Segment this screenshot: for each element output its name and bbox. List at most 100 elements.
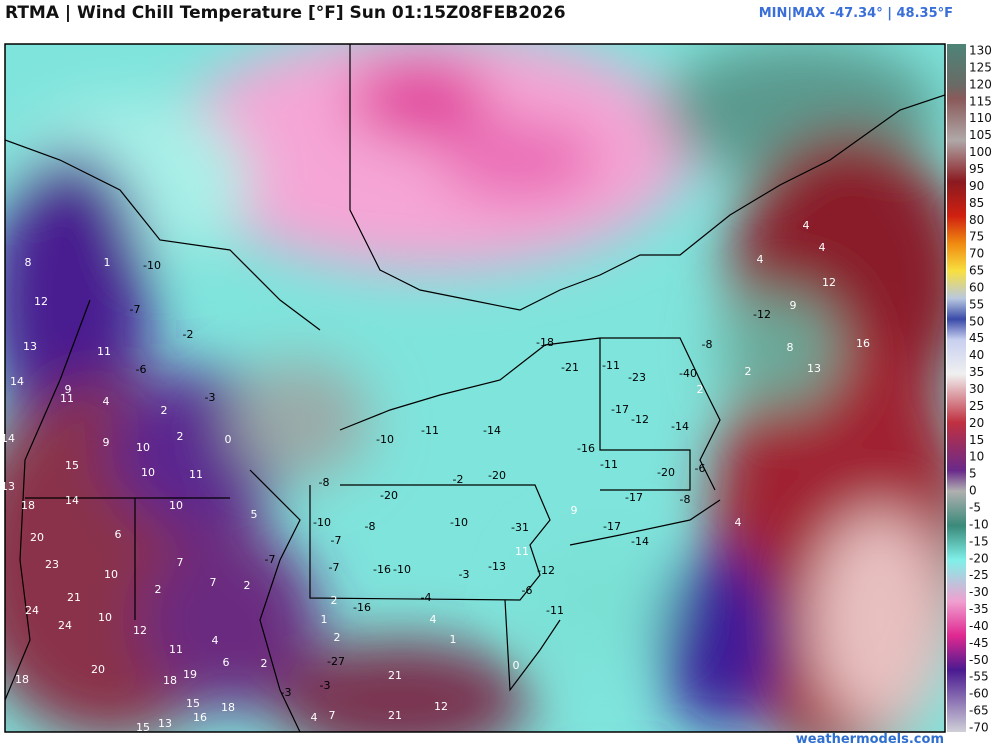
station-value: -18 [536,336,554,349]
station-value: -3 [205,391,216,404]
station-value: 4 [103,395,110,408]
station-value: -7 [130,303,141,316]
station-value: -16 [353,601,371,614]
station-value: 20 [30,531,44,544]
station-value: -8 [680,493,691,506]
colorbar-label: 55 [969,297,984,311]
colorbar-label: -10 [969,517,989,531]
colorbar-label: -20 [969,551,989,565]
station-value: 10 [141,466,155,479]
colorbar-label: -60 [969,687,989,701]
min-max: MIN|MAX -47.34° | 48.35°F [758,6,953,21]
station-value: 18 [221,701,235,714]
station-value: 2 [155,583,162,596]
colorbar-label: 10 [969,450,984,464]
station-value: -11 [602,359,620,372]
station-value: -14 [631,535,649,548]
station-value: 16 [856,337,870,350]
footer: weathermodels.com [795,732,944,747]
station-value: 15 [186,697,200,710]
station-value: 4 [803,219,810,232]
station-value: 11 [60,392,74,405]
station-value: 1 [104,256,111,269]
station-value: -12 [631,413,649,426]
station-value: -16 [577,442,595,455]
station-value: 13 [807,362,821,375]
station-value: -10 [393,563,411,576]
station-value: -8 [702,338,713,351]
station-value: 8 [787,341,794,354]
station-value: -7 [331,534,342,547]
station-value: 19 [183,668,197,681]
station-value: -23 [628,371,646,384]
station-value: 2 [697,383,704,396]
colorbar-label: 20 [969,416,984,430]
colorbar-label: -35 [969,602,989,616]
station-value: -6 [522,584,533,597]
station-value: 14 [1,432,15,445]
colorbar-label: 50 [969,314,984,328]
station-value: -3 [459,568,470,581]
colorbar-labels: 1301251201151101051009590858075706560555… [969,44,992,735]
station-value: 15 [136,721,150,734]
station-value: 9 [571,504,578,517]
station-value: 1 [450,633,457,646]
colorbar-label: 120 [969,77,992,91]
colorbar-label: -55 [969,670,989,684]
station-value: -8 [365,520,376,533]
station-value: 2 [244,579,251,592]
station-value: 11 [189,468,203,481]
station-value: -31 [511,521,529,534]
station-value: -8 [319,476,330,489]
station-value: 10 [104,568,118,581]
station-value: -3 [320,679,331,692]
station-value: 0 [225,433,232,446]
station-value: -40 [679,367,697,380]
station-value: -17 [603,520,621,533]
colorbar-label: -15 [969,534,989,548]
station-value: -3 [281,686,292,699]
station-value: 20 [91,663,105,676]
colorbar-label: 90 [969,179,984,193]
colorbar-label: 75 [969,230,984,244]
station-value: 2 [261,657,268,670]
station-value: 2 [177,430,184,443]
station-value: 7 [177,556,184,569]
station-value: 4 [311,711,318,724]
station-value: 21 [67,591,81,604]
station-value: -20 [488,469,506,482]
colorbar-label: 80 [969,213,984,227]
station-value: -12 [537,564,555,577]
colorbar-label: 95 [969,162,984,176]
colorbar-label: 30 [969,382,984,396]
colorbar-label: -40 [969,619,989,633]
station-value: -4 [421,591,432,604]
station-value: 12 [434,700,448,713]
station-value: -20 [657,466,675,479]
station-value: 2 [161,404,168,417]
station-value: 2 [334,631,341,644]
station-value: -10 [450,516,468,529]
station-value: -10 [313,516,331,529]
station-value: 4 [212,634,219,647]
station-value: 12 [133,624,147,637]
station-value: -10 [143,259,161,272]
colorbar-label: 5 [969,467,977,481]
station-value: 15 [65,459,79,472]
station-value: 2 [331,594,338,607]
colorbar-label: 110 [969,111,992,125]
station-value: -17 [611,403,629,416]
colorbar-label: 40 [969,348,984,362]
station-value: 12 [822,276,836,289]
station-value: -7 [265,553,276,566]
colorbar-label: 115 [969,94,992,108]
station-value: 13 [1,480,15,493]
colorbar-label: 130 [969,44,992,58]
station-value: -7 [329,561,340,574]
station-value: -12 [753,308,771,321]
station-value: -11 [421,424,439,437]
temperature-field [5,44,945,732]
colorbar-label: -65 [969,704,989,718]
